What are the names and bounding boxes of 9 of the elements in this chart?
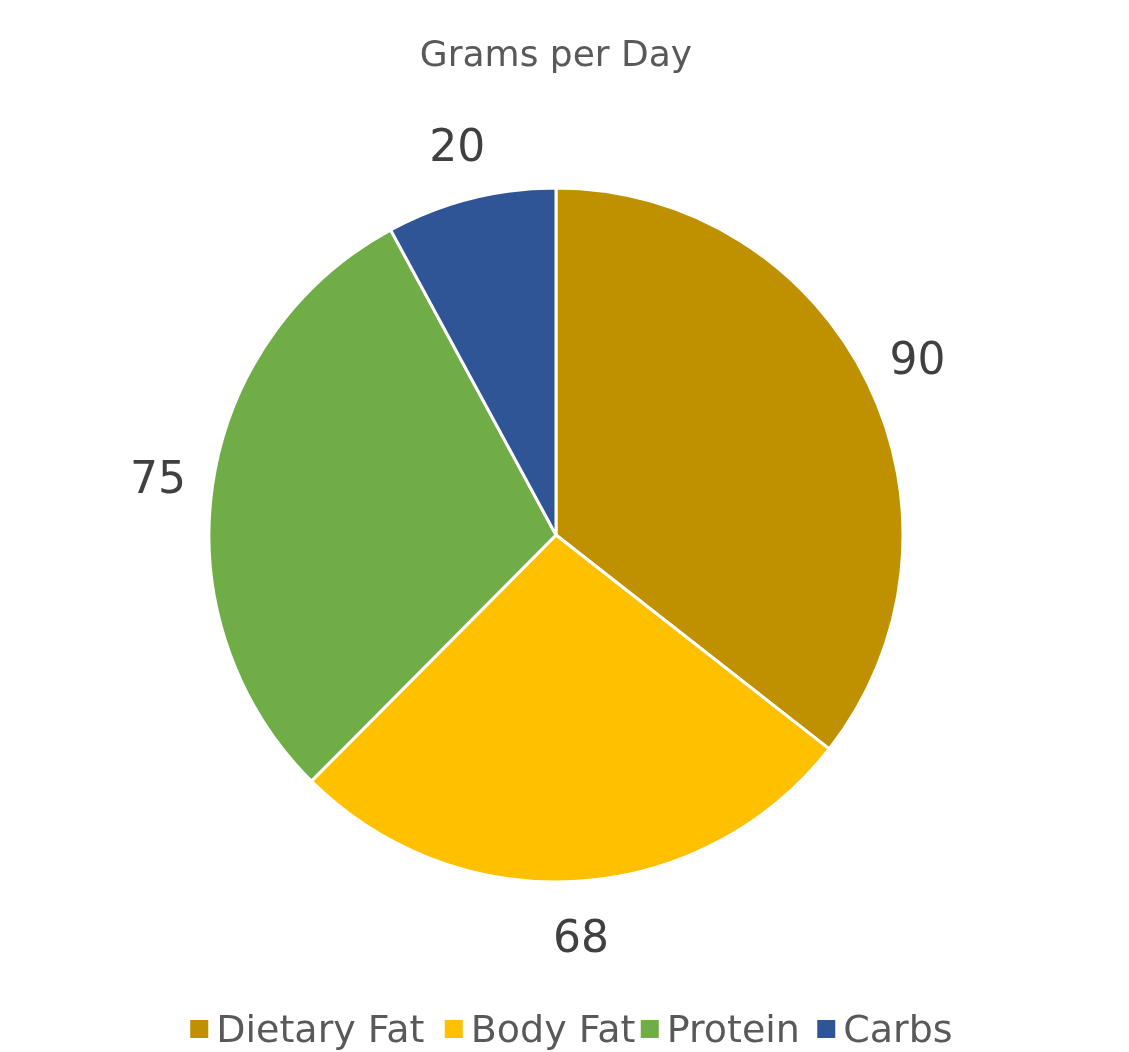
legend-label: Body Fat <box>470 1007 636 1051</box>
data-label: 68 <box>552 910 609 962</box>
data-label: 20 <box>429 119 486 171</box>
legend-label: Dietary Fat <box>216 1007 425 1051</box>
data-label: 75 <box>130 452 187 504</box>
legend-label: Carbs <box>843 1007 953 1051</box>
data-label: 90 <box>889 333 946 385</box>
chart-title: Grams per Day <box>419 33 693 74</box>
legend-label: Protein <box>666 1007 800 1051</box>
